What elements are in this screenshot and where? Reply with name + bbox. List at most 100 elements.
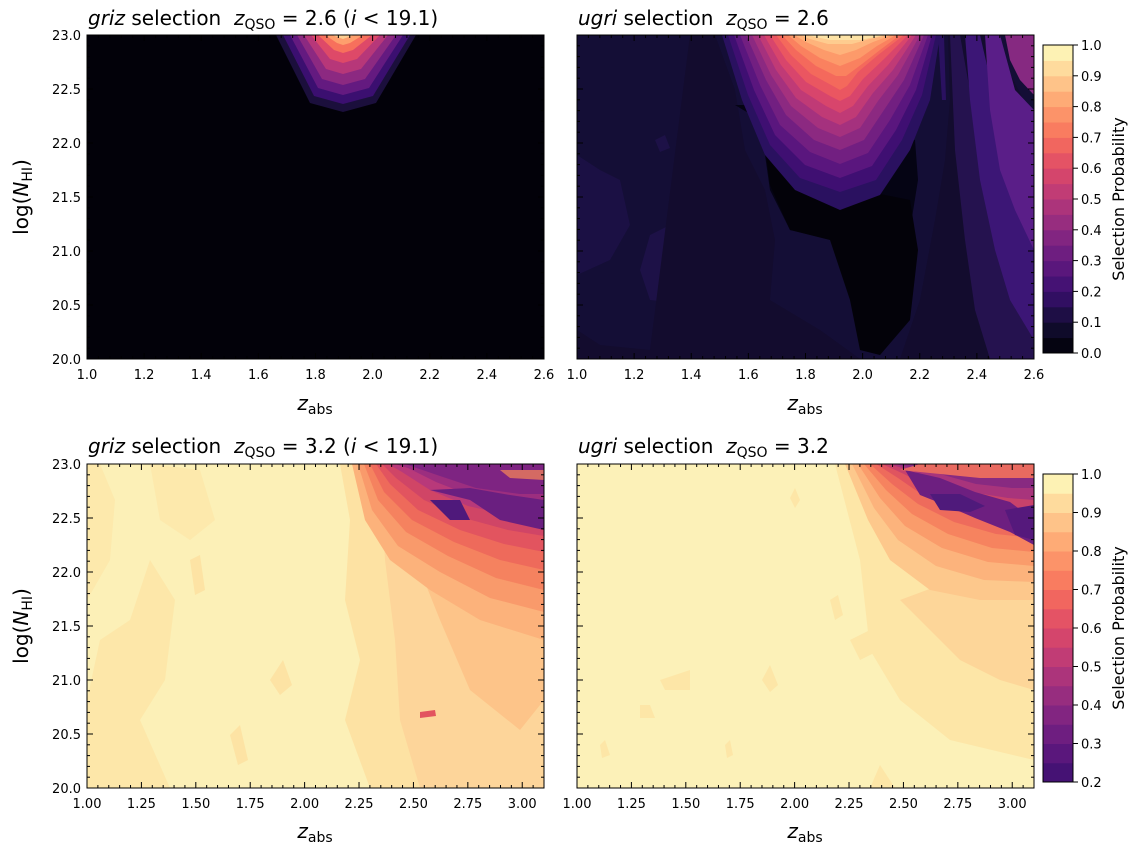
colorbar-band (1043, 589, 1073, 610)
colorbar-tick-label: 0.9 (1081, 507, 1102, 522)
x-tick-label: 2.6 (1024, 368, 1045, 383)
colorbar-band (1043, 106, 1073, 123)
x-ticks: 1.00 1.25 1.50 1.75 2.00 2.25 2.50 2.75 3.00 (73, 464, 545, 812)
x-tick-label: 1.4 (681, 368, 702, 383)
contour-band (325, 35, 363, 45)
y-tick-label: 22.5 (52, 83, 81, 98)
y-axis-label-bottom: log(NHI) (9, 588, 36, 664)
contour-band (430, 488, 544, 530)
colorbar-band (1043, 75, 1073, 92)
colorbar-tick-label: 0.2 (1081, 776, 1102, 791)
contour-band (762, 665, 778, 692)
x-axis-label: zabs (786, 819, 822, 843)
colorbar-ticks: 0.2 0.3 0.4 0.5 0.6 0.7 0.8 0.9 1.0 (1073, 468, 1102, 791)
x-tick-label: 1.2 (624, 368, 645, 383)
x-tick-label: 1.75 (726, 797, 755, 812)
colorbar-band (1043, 137, 1073, 154)
colorbar-label: Selection Probability (1109, 117, 1128, 280)
colorbar-band (1043, 214, 1073, 231)
heatmap-bottom-left (87, 464, 544, 788)
contour-band (87, 464, 115, 600)
y-ticks: 20.0 20.5 21.0 21.5 22.0 22.5 23.0 (52, 29, 544, 368)
panel-bottom-left: 1.00 1.25 1.50 1.75 2.00 2.25 2.50 2.75 3.00 20.… (52, 434, 545, 812)
colorbar-tick-label: 1.0 (1081, 39, 1102, 54)
colorbar-band (1043, 685, 1073, 706)
colorbar-band (1043, 322, 1073, 339)
colorbar-band (1043, 705, 1073, 725)
contour-band (660, 670, 690, 690)
x-tick-label: 2.75 (943, 797, 972, 812)
x-axis-label: zabs (296, 819, 332, 843)
x-tick-label: 2.4 (477, 368, 498, 383)
heatmap-top-left (87, 35, 544, 359)
contour-band (190, 555, 205, 595)
x-tick-label: 3.00 (998, 797, 1027, 812)
colorbar-band (1043, 628, 1073, 648)
y-ticks (577, 463, 1034, 789)
x-tick-label: 1.0 (567, 368, 588, 383)
contour-band (870, 765, 895, 788)
contour-band (965, 35, 1034, 340)
heatmap-bottom-right (577, 464, 1034, 788)
colorbar-tick-label: 0.5 (1081, 661, 1102, 676)
colorbar-band (1043, 666, 1073, 687)
contour-band (850, 630, 880, 660)
contour-band (577, 155, 630, 275)
colorbar-band (1043, 291, 1073, 308)
x-ticks: 1.00 1.25 1.50 1.75 2.00 2.25 2.50 2.75 3.00 (563, 464, 1035, 812)
contour-band (420, 710, 436, 718)
x-tick-label: 1.8 (305, 368, 326, 383)
panel-top-right: 1.0 1.2 1.4 1.6 1.8 2.0 2.2 2.4 2.6 ugri selecti… (567, 6, 1128, 383)
x-tick-label: 2.50 (399, 797, 428, 812)
panel-title: griz selection zQSO = 3.2 (i < 19.1) (88, 434, 438, 461)
colorbar-band (1043, 60, 1073, 77)
colorbar-band (1043, 199, 1073, 215)
x-axis-label: zabs (296, 391, 332, 418)
contour-band (830, 595, 843, 620)
y-ticks: 20.0 20.5 21.0 21.5 22.0 22.5 23.0 (52, 458, 544, 797)
colorbar-band (1043, 531, 1073, 552)
colorbar-band (1043, 608, 1073, 629)
colorbar-top: 0.0 0.1 0.2 0.3 0.4 0.5 0.6 0.7 0.8 0.9 1.0 Select… (1042, 39, 1128, 362)
contour-band (430, 500, 470, 520)
y-axis-label-top: log(NHI) (9, 159, 36, 235)
x-tick-label: 2.50 (889, 797, 918, 812)
panel-title: ugri selection zQSO = 3.2 (578, 434, 829, 461)
y-ticks (577, 34, 1034, 360)
colorbar-band (1043, 474, 1073, 494)
x-tick-label: 1.8 (795, 368, 816, 383)
colorbar-tick-label: 0.3 (1081, 255, 1102, 270)
y-tick-label: 22.5 (52, 512, 81, 527)
y-tick-label: 23.0 (52, 29, 81, 44)
colorbar-band (1043, 45, 1073, 61)
colorbar-band (1043, 168, 1073, 185)
panel-top-left: 1.0 1.2 1.4 1.6 1.8 2.0 2.2 2.4 2.6 20.0 20.5 21.0… (52, 6, 554, 383)
contour-band (87, 560, 175, 788)
contour-band (640, 705, 655, 718)
panel-bottom-right: 1.00 1.25 1.50 1.75 2.00 2.25 2.50 2.75 3.00 ugr… (563, 434, 1128, 812)
colorbar-tick-label: 0.2 (1081, 285, 1102, 300)
contour-band (600, 740, 610, 758)
x-tick-label: 2.4 (967, 368, 988, 383)
contour-band (655, 135, 670, 152)
colorbar-tick-label: 0.0 (1081, 347, 1102, 362)
contour-band (577, 35, 1034, 359)
colorbar-band (1043, 570, 1073, 590)
colorbar-tick-label: 0.6 (1081, 162, 1102, 177)
colorbar-tick-label: 0.8 (1081, 101, 1102, 116)
x-ticks: 1.0 1.2 1.4 1.6 1.8 2.0 2.2 2.4 2.6 (567, 35, 1045, 383)
contour-band (1005, 35, 1034, 95)
x-tick-label: 3.00 (508, 797, 537, 812)
panel-title: ugri selection zQSO = 2.6 (578, 6, 829, 33)
colorbar-band (1043, 724, 1073, 744)
colorbar-tick-label: 0.7 (1081, 584, 1102, 599)
colorbar-band (1043, 122, 1073, 138)
colorbar-tick-label: 0.3 (1081, 738, 1102, 753)
x-tick-label: 2.6 (534, 368, 555, 383)
x-tick-label: 1.00 (563, 797, 592, 812)
x-axis-label: zabs (786, 391, 822, 418)
y-tick-label: 20.5 (52, 728, 81, 743)
colorbar-tick-label: 0.4 (1081, 699, 1102, 714)
colorbar-band (1043, 91, 1073, 108)
colorbar-tick-label: 1.0 (1081, 468, 1102, 483)
